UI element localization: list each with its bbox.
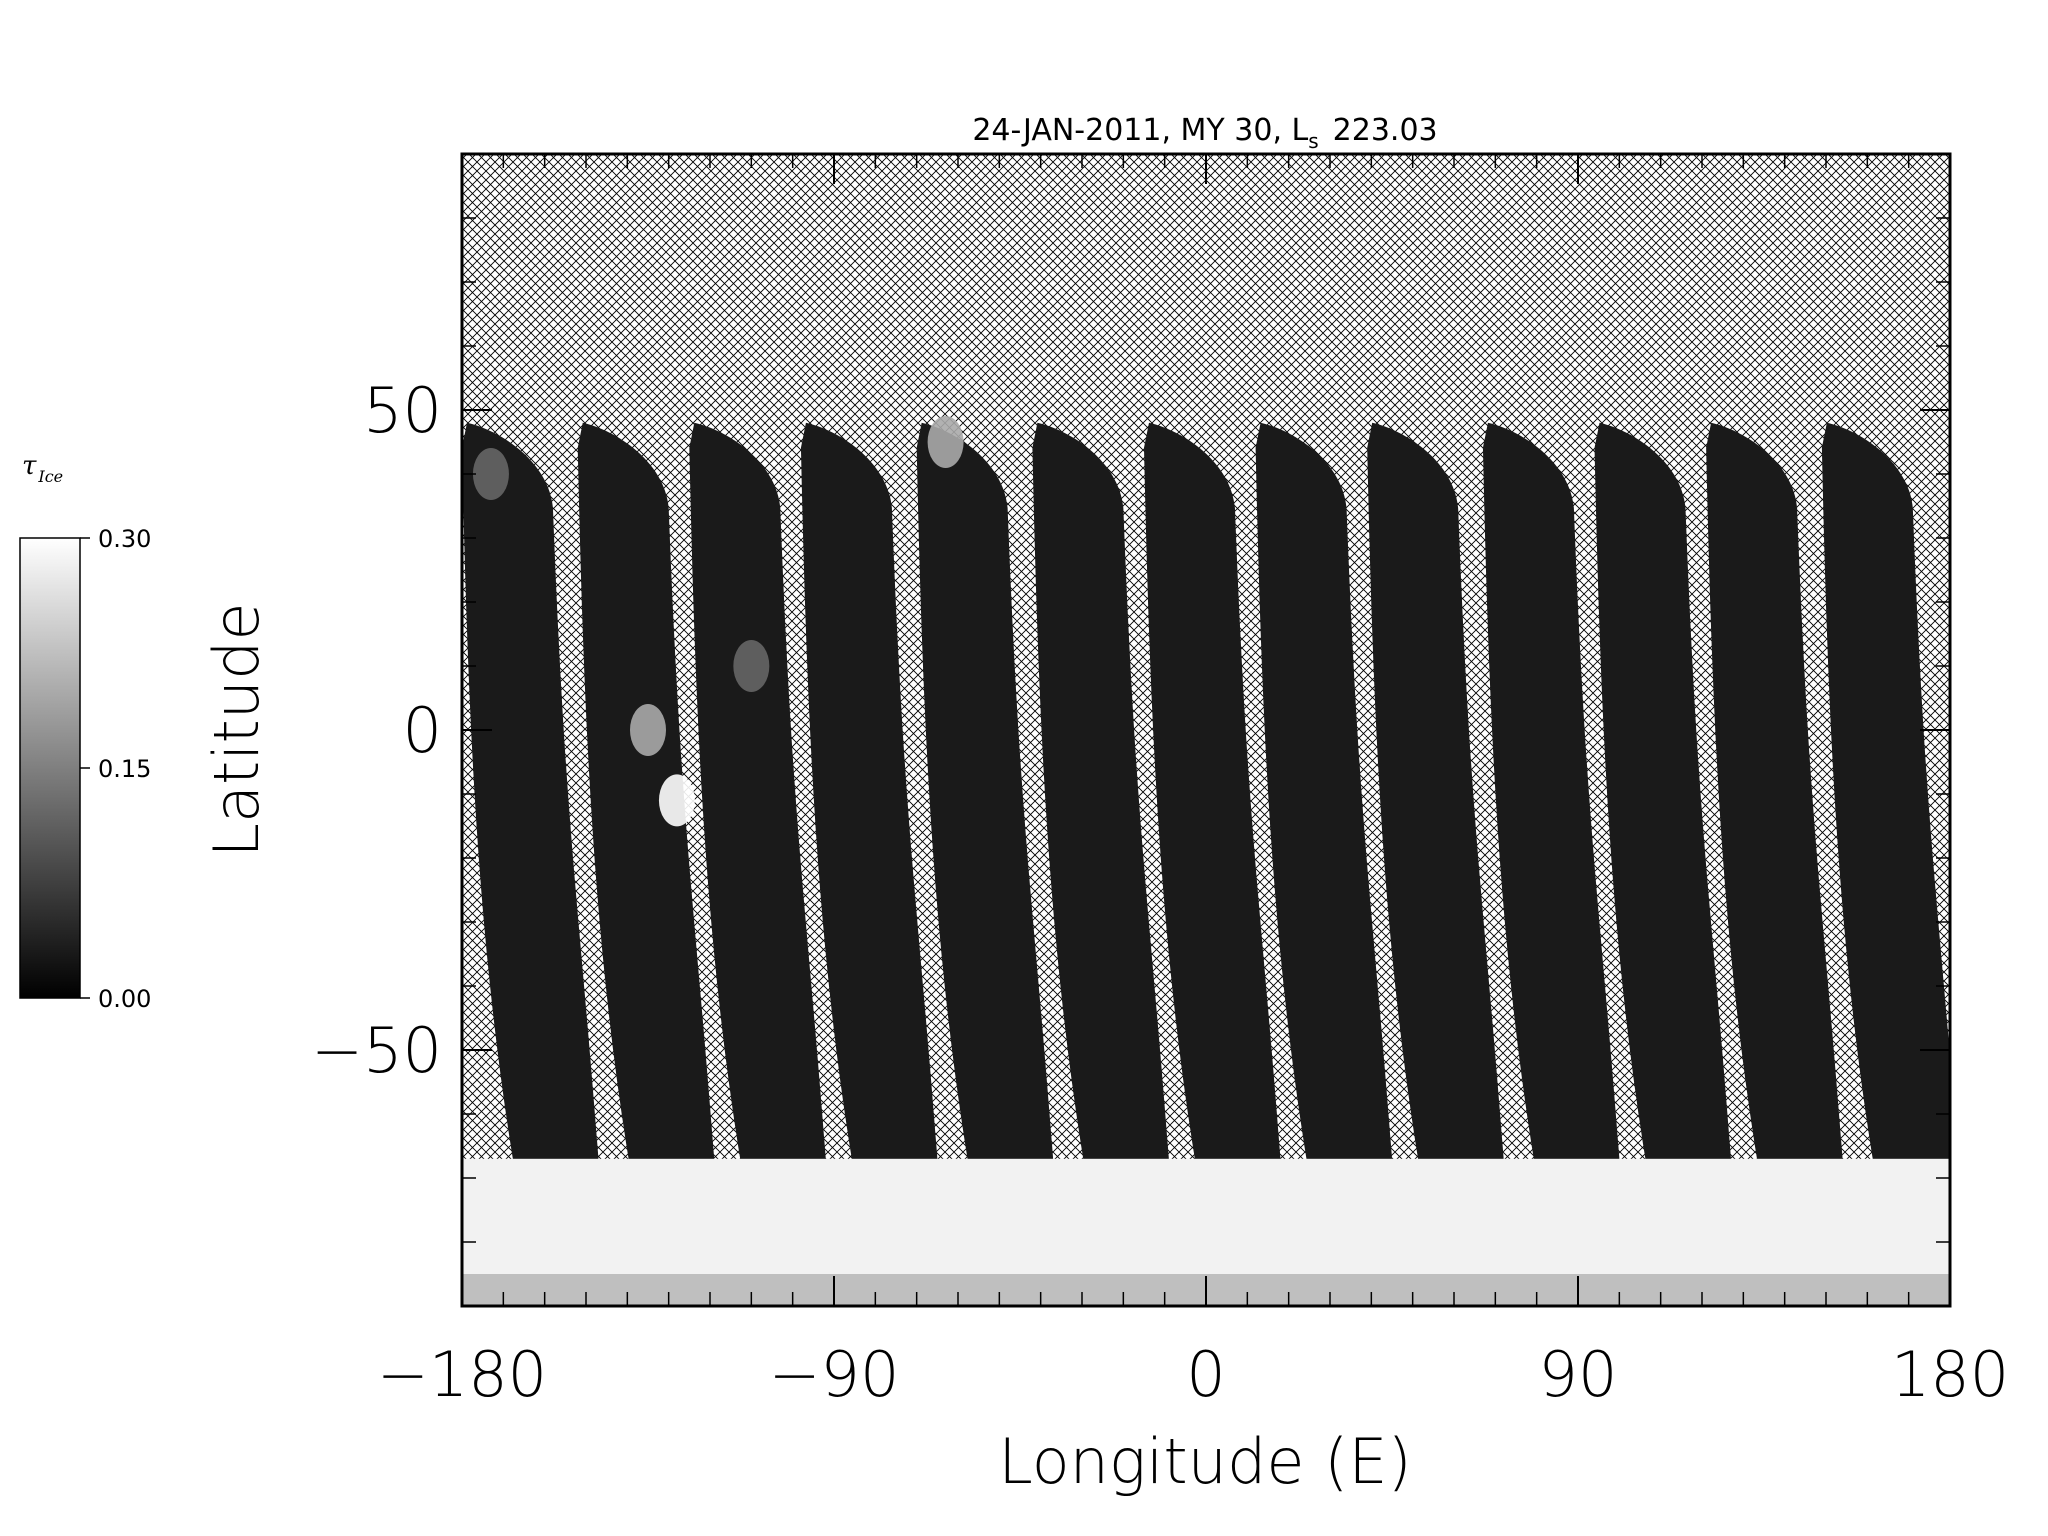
- y-tick-label-0: −50: [311, 1014, 442, 1087]
- swath-8: [1255, 422, 1393, 1199]
- swath-3: [689, 422, 826, 1199]
- y-axis-label: Latitude: [200, 602, 273, 857]
- chart-title-subscript: s: [1308, 129, 1318, 153]
- swath-7: [1144, 422, 1281, 1199]
- x-tick-label-2: 0: [1186, 1338, 1225, 1411]
- x-tick-label-4: 180: [1891, 1338, 2009, 1411]
- swath-9: [1367, 422, 1504, 1199]
- bright-spot-5: [472, 448, 509, 500]
- chart-title-main: 24-JAN-2011, MY 30, L: [972, 113, 1308, 148]
- swath-10: [1482, 422, 1620, 1199]
- chart-title-value: 223.03: [1333, 113, 1438, 148]
- colorbar-tick-label-0: 0.00: [98, 985, 151, 1013]
- colorbar-tick-label-2: 0.30: [98, 525, 151, 553]
- x-axis-ticks: −180 −90 0 90 180: [377, 154, 2009, 1411]
- bright-spot-4: [927, 416, 964, 468]
- bright-spot-layer: [472, 416, 964, 827]
- swath-12: [1706, 422, 1843, 1199]
- y-tick-label-1: 0: [403, 694, 442, 767]
- y-tick-label-2: 50: [363, 374, 442, 447]
- x-tick-label-0: −180: [377, 1338, 547, 1411]
- bright-spot-2: [630, 704, 666, 756]
- y-axis-ticks: −50 0 50: [311, 374, 1950, 1087]
- colorbar-title-symbol: τ: [22, 451, 37, 481]
- minor-ticks: [462, 154, 1950, 1306]
- colorbar-title: τ Ice: [22, 451, 63, 486]
- swath-13: [1821, 422, 1950, 1199]
- bright-spot-3: [733, 640, 770, 692]
- swath-layer: [462, 422, 1950, 1199]
- swath-4: [800, 422, 938, 1199]
- plot-area: −180 −90 0 90 180 −50 0 50: [311, 152, 2009, 1411]
- swath-11: [1594, 422, 1731, 1199]
- x-axis-label: Longitude (E): [998, 1425, 1411, 1498]
- swath-5: [916, 422, 1054, 1199]
- swath-2: [577, 422, 715, 1199]
- swath-1: [462, 422, 599, 1199]
- x-tick-label-3: 90: [1539, 1338, 1618, 1411]
- colorbar-gradient: [19, 537, 81, 999]
- chart-title: 24-JAN-2011, MY 30, Ls 223.03: [972, 113, 1437, 153]
- swath-6: [1032, 422, 1169, 1199]
- bright-spot-1: [658, 774, 695, 827]
- colorbar: τ Ice 0.00 0.15 0.30: [19, 451, 151, 1013]
- colorbar-ticks: 0.00 0.15 0.30: [80, 525, 151, 1013]
- colorbar-title-subscript: Ice: [37, 467, 63, 486]
- colorbar-tick-label-1: 0.15: [98, 755, 151, 783]
- x-tick-label-1: −90: [769, 1338, 900, 1411]
